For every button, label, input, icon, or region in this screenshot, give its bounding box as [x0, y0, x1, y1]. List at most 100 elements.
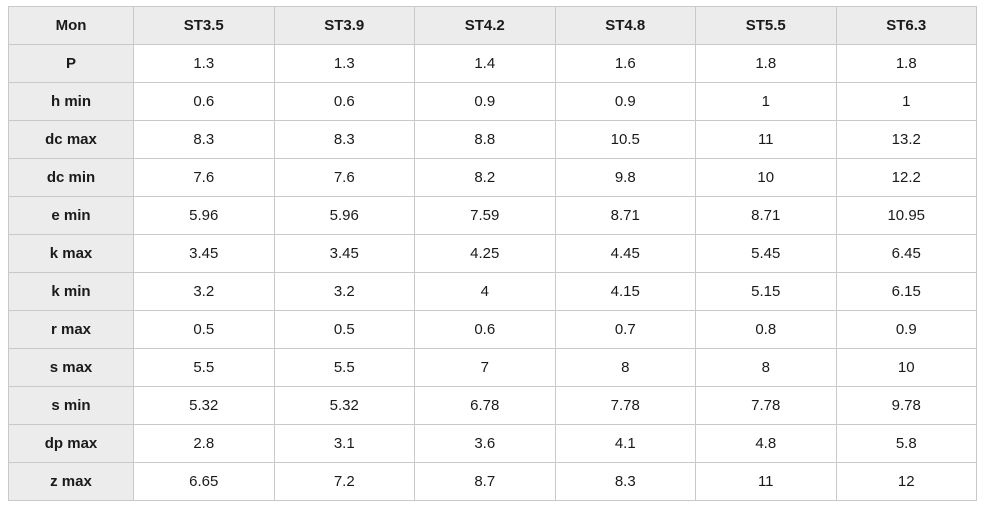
value-cell: 12: [835, 462, 977, 501]
value-cell: 5.5: [133, 348, 275, 387]
value-cell: 5.96: [133, 196, 275, 235]
value-cell: 6.65: [133, 462, 275, 501]
value-cell: 8.8: [414, 120, 556, 159]
value-cell: 8.7: [414, 462, 556, 501]
header-cell: ST4.2: [414, 6, 556, 45]
value-cell: 8.3: [133, 120, 275, 159]
row-label-cell: k min: [8, 272, 134, 311]
value-cell: 8.71: [554, 196, 696, 235]
value-cell: 13.2: [835, 120, 977, 159]
header-cell: ST3.5: [133, 6, 275, 45]
spec-table-container: Mon ST3.5 ST3.9 ST4.2 ST4.8 ST5.5 ST6.3 …: [8, 6, 977, 501]
table-row: k min 3.2 3.2 4 4.15 5.15 6.15: [8, 272, 977, 311]
value-cell: 3.45: [133, 234, 275, 273]
row-label-cell: s max: [8, 348, 134, 387]
value-cell: 7.6: [133, 158, 275, 197]
value-cell: 0.9: [835, 310, 977, 349]
value-cell: 8.3: [273, 120, 415, 159]
value-cell: 5.45: [695, 234, 837, 273]
value-cell: 9.8: [554, 158, 696, 197]
value-cell: 5.15: [695, 272, 837, 311]
value-cell: 4.45: [554, 234, 696, 273]
value-cell: 3.45: [273, 234, 415, 273]
row-label-cell: dp max: [8, 424, 134, 463]
value-cell: 8.2: [414, 158, 556, 197]
value-cell: 6.45: [835, 234, 977, 273]
value-cell: 7.2: [273, 462, 415, 501]
value-cell: 0.6: [414, 310, 556, 349]
table-row: h min 0.6 0.6 0.9 0.9 1 1: [8, 82, 977, 121]
header-row: Mon ST3.5 ST3.9 ST4.2 ST4.8 ST5.5 ST6.3: [8, 6, 977, 45]
value-cell: 7: [414, 348, 556, 387]
value-cell: 12.2: [835, 158, 977, 197]
value-cell: 1.8: [695, 44, 837, 83]
row-label-cell: s min: [8, 386, 134, 425]
value-cell: 7.78: [695, 386, 837, 425]
row-label-cell: z max: [8, 462, 134, 501]
value-cell: 4.8: [695, 424, 837, 463]
value-cell: 4.15: [554, 272, 696, 311]
table-row: s max 5.5 5.5 7 8 8 10: [8, 348, 977, 387]
header-cell: ST5.5: [695, 6, 837, 45]
value-cell: 9.78: [835, 386, 977, 425]
row-label-cell: h min: [8, 82, 134, 121]
value-cell: 4: [414, 272, 556, 311]
value-cell: 0.9: [554, 82, 696, 121]
value-cell: 0.6: [133, 82, 275, 121]
value-cell: 0.7: [554, 310, 696, 349]
row-label-cell: dc max: [8, 120, 134, 159]
value-cell: 5.32: [273, 386, 415, 425]
value-cell: 5.96: [273, 196, 415, 235]
screw-dimension-table: Mon ST3.5 ST3.9 ST4.2 ST4.8 ST5.5 ST6.3 …: [8, 6, 977, 501]
value-cell: 8.3: [554, 462, 696, 501]
table-row: P 1.3 1.3 1.4 1.6 1.8 1.8: [8, 44, 977, 83]
value-cell: 1.6: [554, 44, 696, 83]
header-cell: Mon: [8, 6, 134, 45]
header-cell: ST4.8: [554, 6, 696, 45]
value-cell: 1.4: [414, 44, 556, 83]
header-cell: ST6.3: [835, 6, 977, 45]
row-label-cell: e min: [8, 196, 134, 235]
value-cell: 1: [835, 82, 977, 121]
value-cell: 10: [835, 348, 977, 387]
value-cell: 3.6: [414, 424, 556, 463]
row-label-cell: r max: [8, 310, 134, 349]
table-row: dc max 8.3 8.3 8.8 10.5 11 13.2: [8, 120, 977, 159]
value-cell: 5.5: [273, 348, 415, 387]
value-cell: 10: [695, 158, 837, 197]
value-cell: 5.32: [133, 386, 275, 425]
value-cell: 7.6: [273, 158, 415, 197]
row-label-cell: k max: [8, 234, 134, 273]
row-label-cell: dc min: [8, 158, 134, 197]
table-row: e min 5.96 5.96 7.59 8.71 8.71 10.95: [8, 196, 977, 235]
value-cell: 4.25: [414, 234, 556, 273]
value-cell: 8.71: [695, 196, 837, 235]
value-cell: 11: [695, 462, 837, 501]
table-row: s min 5.32 5.32 6.78 7.78 7.78 9.78: [8, 386, 977, 425]
value-cell: 7.78: [554, 386, 696, 425]
value-cell: 0.5: [273, 310, 415, 349]
table-row: k max 3.45 3.45 4.25 4.45 5.45 6.45: [8, 234, 977, 273]
value-cell: 0.5: [133, 310, 275, 349]
value-cell: 0.6: [273, 82, 415, 121]
table-body: P 1.3 1.3 1.4 1.6 1.8 1.8 h min 0.6 0.6 0.9 0.9 1 1 dc…: [8, 44, 977, 501]
value-cell: 1.8: [835, 44, 977, 83]
value-cell: 3.1: [273, 424, 415, 463]
value-cell: 6.78: [414, 386, 556, 425]
table-row: r max 0.5 0.5 0.6 0.7 0.8 0.9: [8, 310, 977, 349]
value-cell: 0.9: [414, 82, 556, 121]
value-cell: 8: [554, 348, 696, 387]
table-row: z max 6.65 7.2 8.7 8.3 11 12: [8, 462, 977, 501]
value-cell: 4.1: [554, 424, 696, 463]
value-cell: 1.3: [273, 44, 415, 83]
value-cell: 2.8: [133, 424, 275, 463]
row-label-cell: P: [8, 44, 134, 83]
value-cell: 1.3: [133, 44, 275, 83]
table-row: dp max 2.8 3.1 3.6 4.1 4.8 5.8: [8, 424, 977, 463]
value-cell: 1: [695, 82, 837, 121]
value-cell: 11: [695, 120, 837, 159]
value-cell: 3.2: [133, 272, 275, 311]
header-cell: ST3.9: [273, 6, 415, 45]
table-row: dc min 7.6 7.6 8.2 9.8 10 12.2: [8, 158, 977, 197]
value-cell: 6.15: [835, 272, 977, 311]
